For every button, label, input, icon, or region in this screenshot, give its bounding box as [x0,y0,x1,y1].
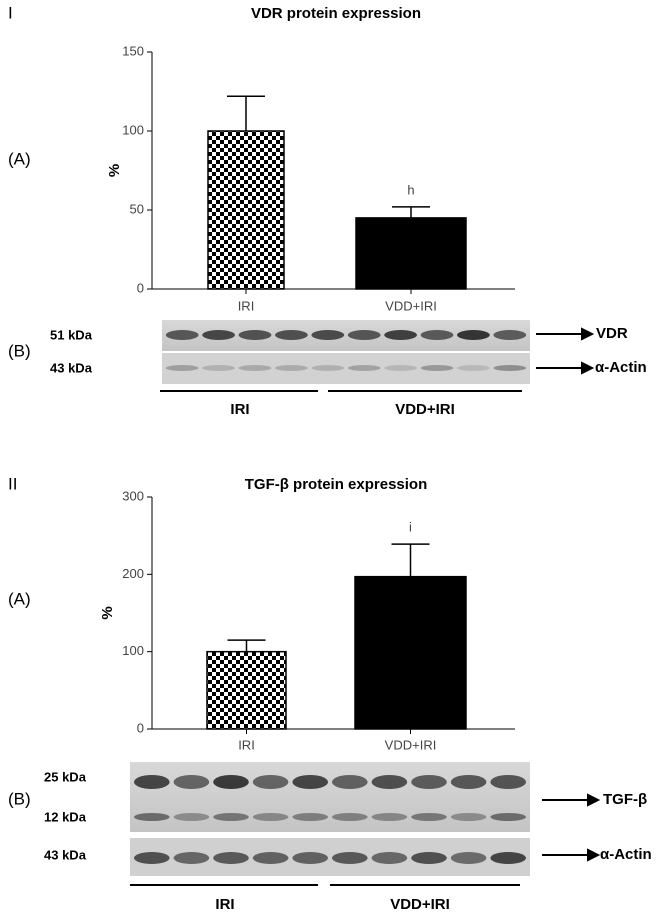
blot-band [202,330,235,340]
y-tick-label: 150 [122,43,144,58]
blot-band [347,330,381,340]
blot-band [173,852,210,864]
blot-band [275,330,308,340]
y-tick-label: 0 [137,720,144,735]
kda-label: 51 kDa [50,327,93,342]
blot-band [252,775,289,789]
blot-band [384,365,417,371]
blot-band [252,813,289,821]
blot-band [457,330,490,340]
kda-label: 43 kDa [50,360,93,375]
blot-band [490,775,527,789]
panel-label: (B) [8,341,31,360]
blot-band [490,813,527,821]
blot-band [202,365,235,371]
blot-band [420,330,454,340]
blot-band [173,813,210,821]
blot-band [275,365,308,371]
blot-band [292,852,329,864]
panel-label: (B) [8,789,31,808]
blot-strip [130,762,530,832]
bar [207,130,285,290]
x-tick-label: VDD+IRI [385,737,437,752]
group-label: IRI [230,401,249,418]
arrow [542,793,601,807]
blot-band [450,775,487,789]
blot-band [165,365,199,371]
blot-band [411,852,447,864]
significance-label: i [409,520,412,535]
y-tick-label: 100 [122,643,144,658]
kda-label: 25 kDa [44,769,87,784]
blot-band [238,365,272,371]
y-tick-label: 200 [122,566,144,581]
section-label: II [8,474,17,493]
panel-label: (A) [8,149,31,168]
x-tick-label: VDD+IRI [385,298,437,313]
blot-band [213,813,249,821]
bar [355,217,467,290]
y-tick-label: 50 [130,201,144,216]
blot-band [165,330,199,340]
blot-band [133,775,170,789]
y-tick-label: 300 [122,488,144,503]
chart-title: VDR protein expression [251,5,421,22]
blot-band [311,365,345,371]
blot-band [292,775,329,789]
blot-band [292,813,329,821]
arrow [542,848,601,862]
y-axis-label: % [99,606,116,619]
blot-band [213,852,249,864]
band-label: VDR [596,325,628,342]
panel-label: (A) [8,589,31,608]
blot-band [371,813,408,821]
blot-band [490,852,527,864]
arrow [536,327,595,341]
chart-title: TGF-β protein expression [245,476,428,493]
blot-band [133,813,170,821]
blot-band [450,852,487,864]
blot-band [311,330,345,340]
blot-band [493,365,527,371]
blot-band [420,365,454,371]
bar [206,650,287,730]
blot-band [133,852,170,864]
significance-label: h [407,182,414,197]
blot-band [331,775,368,789]
blot-band [411,813,447,821]
bar [354,575,467,730]
kda-label: 12 kDa [44,809,87,824]
blot-band [384,330,417,340]
blot-band [450,813,487,821]
y-tick-label: 0 [137,280,144,295]
y-tick-label: 100 [122,122,144,137]
band-label: TGF-β [603,791,647,808]
group-label: VDD+IRI [395,401,455,418]
blot-band [411,775,447,789]
blot-band [173,775,210,789]
blot-band [213,775,249,789]
group-label: IRI [215,896,234,913]
blot-band [331,852,368,864]
band-label: α-Actin [595,359,647,376]
kda-label: 43 kDa [44,847,87,862]
blot-band [371,775,408,789]
blot-band [331,813,368,821]
x-tick-label: IRI [238,737,255,752]
blot-band [238,330,272,340]
y-axis-label: % [106,164,123,177]
blot-band [457,365,490,371]
blot-band [371,852,408,864]
blot-band [252,852,289,864]
arrow [536,361,595,375]
section-label: I [8,3,13,22]
band-label: α-Actin [600,846,652,863]
blot-band [347,365,381,371]
blot-band [493,330,527,340]
x-tick-label: IRI [238,298,255,313]
group-label: VDD+IRI [390,896,450,913]
